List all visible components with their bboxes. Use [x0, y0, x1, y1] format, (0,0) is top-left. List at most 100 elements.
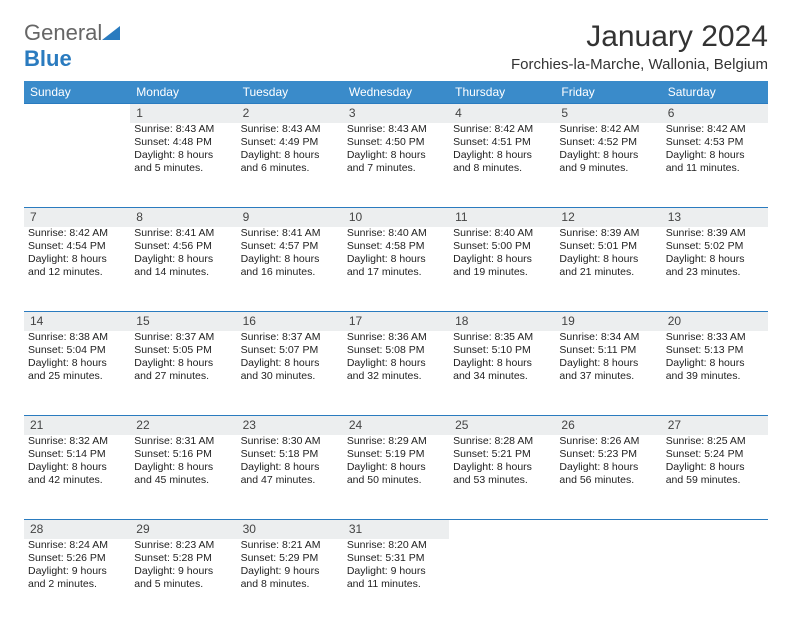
- day-cell: Sunrise: 8:42 AM Sunset: 4:51 PM Dayligh…: [449, 123, 555, 208]
- day-cell: Sunrise: 8:34 AM Sunset: 5:11 PM Dayligh…: [555, 331, 661, 416]
- day-number-cell: 11: [449, 208, 555, 228]
- day-number: 19: [555, 312, 661, 331]
- day-cell: Sunrise: 8:39 AM Sunset: 5:01 PM Dayligh…: [555, 227, 661, 312]
- day-number: 4: [449, 104, 555, 123]
- day-number: 28: [24, 520, 130, 539]
- day-number: 24: [343, 416, 449, 435]
- day-cell: [555, 539, 661, 623]
- day-number-cell: 7: [24, 208, 130, 228]
- day-number: [449, 520, 555, 539]
- day-number: 18: [449, 312, 555, 331]
- day-number: 17: [343, 312, 449, 331]
- weekday-row: SundayMondayTuesdayWednesdayThursdayFrid…: [24, 81, 768, 104]
- day-number-row: 21222324252627: [24, 416, 768, 436]
- calendar-table: SundayMondayTuesdayWednesdayThursdayFrid…: [24, 81, 768, 623]
- day-number: 22: [130, 416, 236, 435]
- day-number-cell: 24: [343, 416, 449, 436]
- day-number-cell: 26: [555, 416, 661, 436]
- day-number-cell: [449, 520, 555, 540]
- day-cell: Sunrise: 8:33 AM Sunset: 5:13 PM Dayligh…: [662, 331, 768, 416]
- month-title: January 2024: [511, 20, 768, 54]
- logo-word-blue: Blue: [24, 46, 72, 71]
- day-number: [662, 520, 768, 539]
- day-number: 16: [237, 312, 343, 331]
- day-cell: Sunrise: 8:39 AM Sunset: 5:02 PM Dayligh…: [662, 227, 768, 312]
- day-number-cell: 10: [343, 208, 449, 228]
- day-cell: Sunrise: 8:32 AM Sunset: 5:14 PM Dayligh…: [24, 435, 130, 520]
- day-number-row: 28293031: [24, 520, 768, 540]
- day-cell: Sunrise: 8:36 AM Sunset: 5:08 PM Dayligh…: [343, 331, 449, 416]
- day-number: 20: [662, 312, 768, 331]
- day-content-row: Sunrise: 8:24 AM Sunset: 5:26 PM Dayligh…: [24, 539, 768, 623]
- weekday-header: Friday: [555, 81, 661, 104]
- day-number-cell: 29: [130, 520, 236, 540]
- day-number-cell: 5: [555, 104, 661, 124]
- day-cell: [662, 539, 768, 623]
- day-cell: Sunrise: 8:38 AM Sunset: 5:04 PM Dayligh…: [24, 331, 130, 416]
- day-cell: Sunrise: 8:26 AM Sunset: 5:23 PM Dayligh…: [555, 435, 661, 520]
- day-number: 12: [555, 208, 661, 227]
- logo: General Blue: [24, 20, 120, 72]
- day-number-cell: 22: [130, 416, 236, 436]
- day-number: 10: [343, 208, 449, 227]
- day-cell: [449, 539, 555, 623]
- weekday-header: Tuesday: [237, 81, 343, 104]
- calendar-head: SundayMondayTuesdayWednesdayThursdayFrid…: [24, 81, 768, 104]
- day-number-cell: 4: [449, 104, 555, 124]
- day-number-cell: 23: [237, 416, 343, 436]
- day-cell: Sunrise: 8:42 AM Sunset: 4:52 PM Dayligh…: [555, 123, 661, 208]
- day-cell: Sunrise: 8:37 AM Sunset: 5:05 PM Dayligh…: [130, 331, 236, 416]
- day-number-cell: 31: [343, 520, 449, 540]
- day-number: 21: [24, 416, 130, 435]
- day-content-row: Sunrise: 8:42 AM Sunset: 4:54 PM Dayligh…: [24, 227, 768, 312]
- day-number-cell: 28: [24, 520, 130, 540]
- day-number-cell: 8: [130, 208, 236, 228]
- header: General Blue January 2024 Forchies-la-Ma…: [24, 20, 768, 73]
- weekday-header: Thursday: [449, 81, 555, 104]
- day-number: 26: [555, 416, 661, 435]
- logo-text: General Blue: [24, 20, 120, 72]
- day-cell: Sunrise: 8:21 AM Sunset: 5:29 PM Dayligh…: [237, 539, 343, 623]
- day-number-cell: 12: [555, 208, 661, 228]
- day-cell: Sunrise: 8:42 AM Sunset: 4:53 PM Dayligh…: [662, 123, 768, 208]
- day-number: 5: [555, 104, 661, 123]
- day-number: 13: [662, 208, 768, 227]
- day-number-row: 14151617181920: [24, 312, 768, 332]
- day-number-cell: 18: [449, 312, 555, 332]
- day-number: 11: [449, 208, 555, 227]
- day-number-cell: 17: [343, 312, 449, 332]
- day-number: 3: [343, 104, 449, 123]
- day-number: 6: [662, 104, 768, 123]
- day-cell: Sunrise: 8:30 AM Sunset: 5:18 PM Dayligh…: [237, 435, 343, 520]
- day-cell: Sunrise: 8:20 AM Sunset: 5:31 PM Dayligh…: [343, 539, 449, 623]
- day-number-row: 78910111213: [24, 208, 768, 228]
- day-number: [555, 520, 661, 539]
- day-number: 2: [237, 104, 343, 123]
- day-cell: Sunrise: 8:43 AM Sunset: 4:48 PM Dayligh…: [130, 123, 236, 208]
- day-number-cell: 19: [555, 312, 661, 332]
- day-number-cell: 6: [662, 104, 768, 124]
- day-cell: Sunrise: 8:24 AM Sunset: 5:26 PM Dayligh…: [24, 539, 130, 623]
- day-number-cell: 2: [237, 104, 343, 124]
- day-cell: Sunrise: 8:41 AM Sunset: 4:57 PM Dayligh…: [237, 227, 343, 312]
- day-cell: Sunrise: 8:40 AM Sunset: 5:00 PM Dayligh…: [449, 227, 555, 312]
- day-cell: Sunrise: 8:42 AM Sunset: 4:54 PM Dayligh…: [24, 227, 130, 312]
- weekday-header: Sunday: [24, 81, 130, 104]
- day-number: 9: [237, 208, 343, 227]
- weekday-header: Monday: [130, 81, 236, 104]
- day-number: 30: [237, 520, 343, 539]
- day-number: [24, 104, 130, 123]
- day-content-row: Sunrise: 8:43 AM Sunset: 4:48 PM Dayligh…: [24, 123, 768, 208]
- day-cell: Sunrise: 8:23 AM Sunset: 5:28 PM Dayligh…: [130, 539, 236, 623]
- day-cell: Sunrise: 8:41 AM Sunset: 4:56 PM Dayligh…: [130, 227, 236, 312]
- day-number: 15: [130, 312, 236, 331]
- day-number: 14: [24, 312, 130, 331]
- location-text: Forchies-la-Marche, Wallonia, Belgium: [511, 56, 768, 73]
- day-number: 7: [24, 208, 130, 227]
- day-number: 29: [130, 520, 236, 539]
- day-number-cell: 9: [237, 208, 343, 228]
- day-number-cell: 30: [237, 520, 343, 540]
- day-number-cell: 15: [130, 312, 236, 332]
- day-number-cell: [24, 104, 130, 124]
- day-cell: Sunrise: 8:28 AM Sunset: 5:21 PM Dayligh…: [449, 435, 555, 520]
